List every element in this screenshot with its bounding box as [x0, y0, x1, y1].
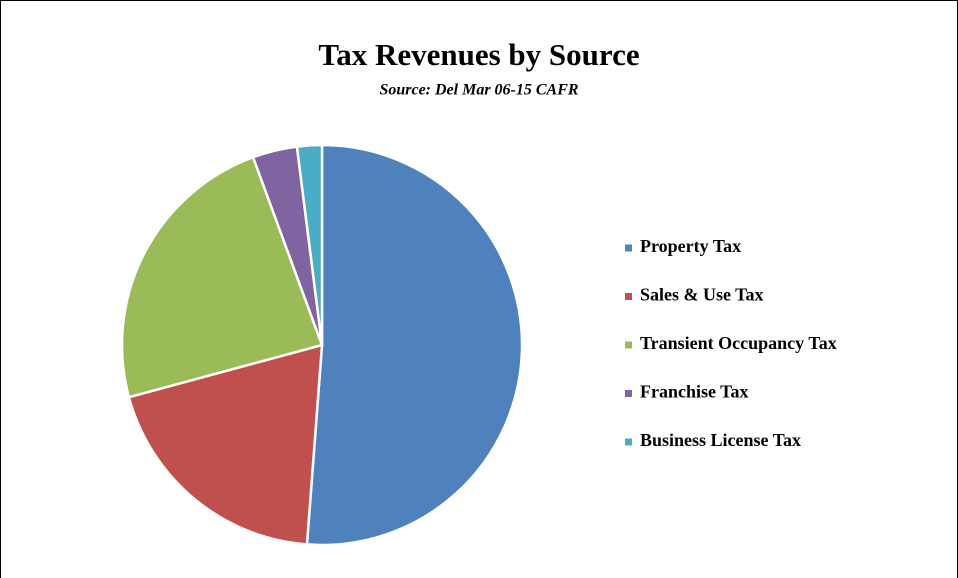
legend-label: Business License Tax [640, 430, 801, 450]
legend-label: Franchise Tax [640, 382, 749, 402]
legend-swatch [625, 244, 632, 252]
legend-swatch [625, 341, 632, 349]
pie-slice [120, 155, 324, 399]
legend-label: Property Tax [640, 236, 741, 256]
legend-label: Transient Occupancy Tax [640, 333, 837, 353]
legend-label: Sales & Use Tax [640, 285, 764, 305]
legend-swatch [625, 390, 632, 397]
chart-subtitle: Source: Del Mar 06-15 CAFR [379, 82, 578, 99]
legend-swatch [625, 293, 632, 300]
pie-slice [127, 343, 324, 546]
chart-title: Tax Revenues by Source [318, 37, 639, 72]
pie-slice [295, 143, 324, 346]
legend-swatch [625, 438, 632, 446]
pie-slice [305, 143, 524, 547]
